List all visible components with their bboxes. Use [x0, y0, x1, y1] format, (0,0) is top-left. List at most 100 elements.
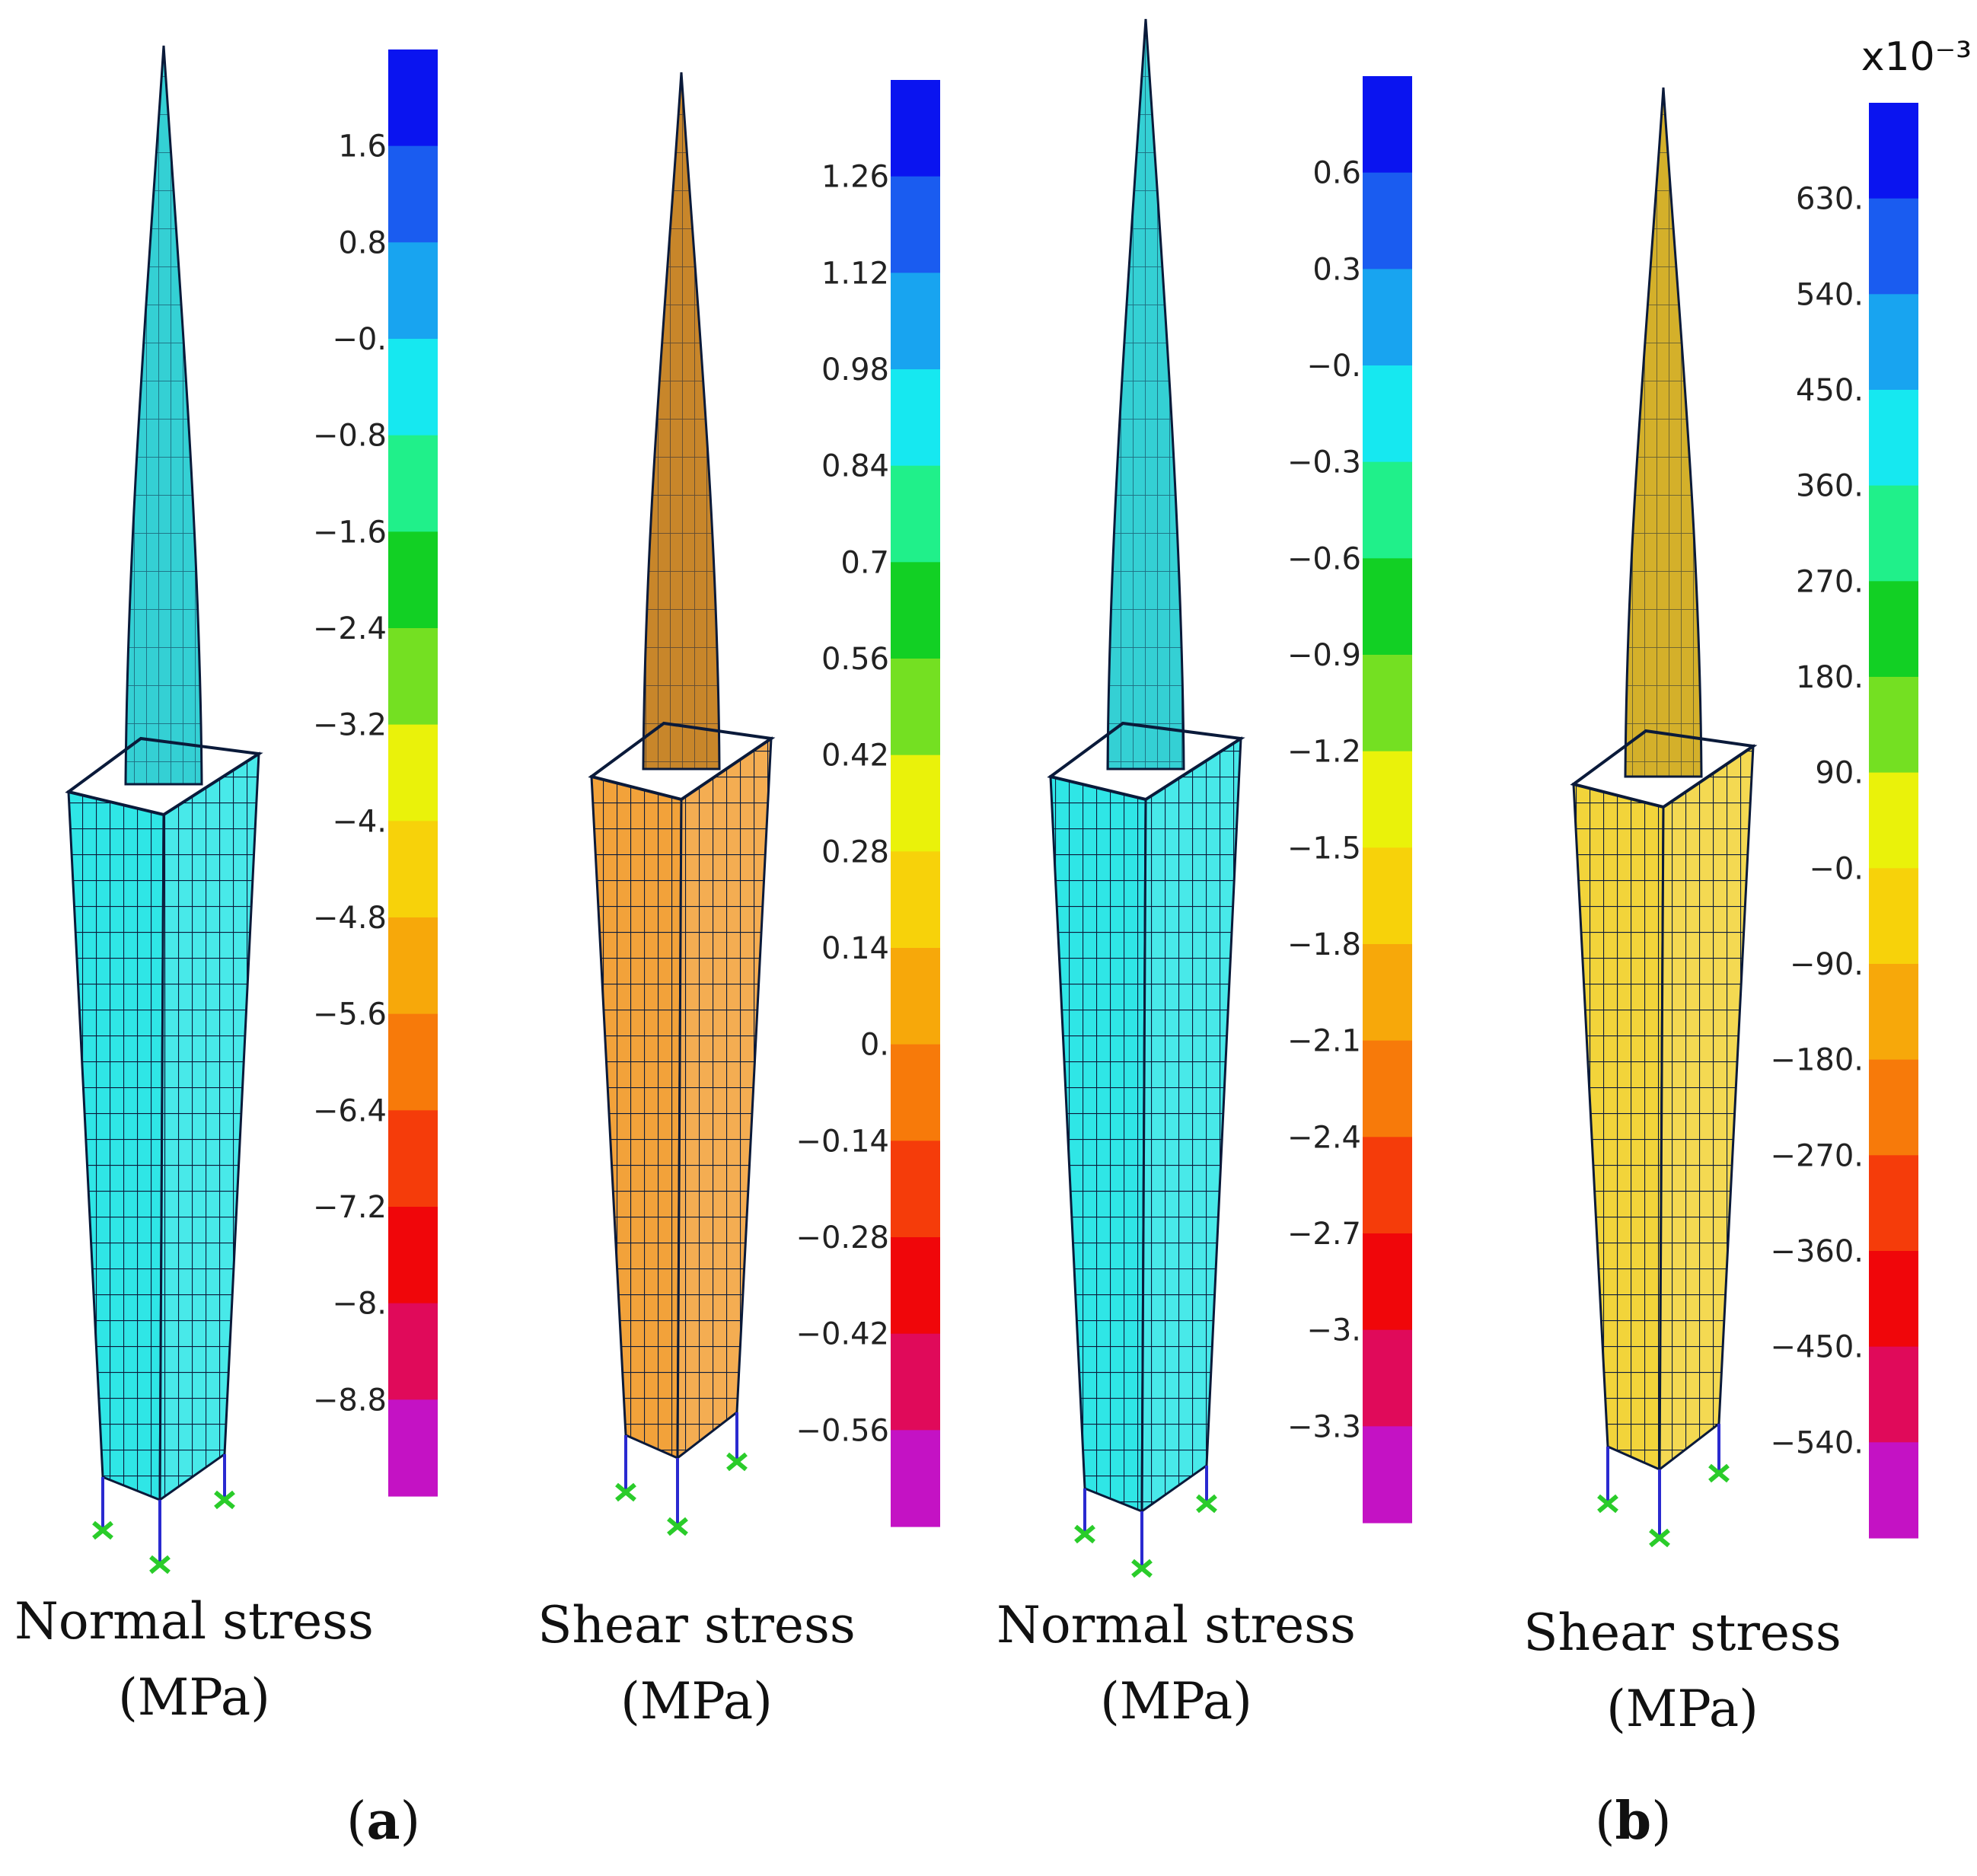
caption-a-shear-title: Shear stress: [537, 1596, 856, 1654]
colorbar-tick-label: −2.4: [1287, 1120, 1361, 1155]
colorbar-band: [1363, 269, 1412, 366]
tower-a-shear: [588, 72, 776, 1536]
caption-a-normal-unit: (MPa): [118, 1668, 270, 1727]
colorbar-tick-label: 0.6: [1312, 156, 1361, 191]
colorbar-tick-label: −0.: [1809, 851, 1864, 886]
colorbar-tick-label: −2.4: [313, 611, 387, 646]
subfigure-label-a: (a): [346, 1791, 421, 1852]
colorbar-tick-label: −8.8: [313, 1383, 387, 1418]
colorbar-band: [891, 369, 940, 467]
colorbar-band: [891, 80, 940, 177]
colorbar-band: [1363, 1040, 1412, 1137]
colorbar-tick-label: −3.2: [313, 708, 387, 743]
tower-top-rim: [1047, 721, 1245, 802]
subfigure-letter-b: b: [1615, 1791, 1652, 1852]
colorbar-tick-label: 0.42: [821, 739, 889, 774]
colorbar-tick-label: −450.: [1770, 1330, 1864, 1365]
caption-a-shear: Shear stress (MPa): [499, 1587, 894, 1740]
colorbar-tick-label: −0.8: [313, 419, 387, 454]
colorbar-tick-label: −360.: [1770, 1234, 1864, 1269]
colorbar-band: [388, 821, 438, 918]
colorbar-band: [1363, 1426, 1412, 1523]
caption-a-normal-title: Normal stress: [14, 1592, 374, 1651]
colorbar-band: [891, 465, 940, 563]
support-restraint-icon: [1131, 1559, 1153, 1578]
colorbar-tick-label: −0.: [1306, 349, 1361, 384]
colorbar-band: [1869, 294, 1918, 391]
colorbar-band: [1869, 485, 1918, 582]
colorbar-tick-label: −0.28: [796, 1220, 889, 1255]
colorbar-band: [388, 1399, 438, 1497]
colorbar-tick-label: −6.4: [313, 1093, 387, 1128]
colorbar-tick-label: −270.: [1770, 1138, 1864, 1173]
colorbar-band: [1869, 581, 1918, 678]
left-face-mesh: [69, 792, 164, 1500]
colorbar-tick-label: 0.: [860, 1028, 889, 1063]
colorbar-band: [1363, 1233, 1412, 1331]
colorbar-band: [891, 176, 940, 273]
support-restraint-icon: [1597, 1494, 1618, 1514]
colorbar-tick-label: 0.3: [1312, 252, 1361, 287]
colorbar-band: [388, 1303, 438, 1400]
colorbar-band: [1869, 1251, 1918, 1348]
colorbar-band: [1869, 1442, 1918, 1539]
colorbar-tick-label: −3.: [1306, 1313, 1361, 1348]
colorbar-band: [1363, 655, 1412, 752]
colorbar-band: [1363, 1137, 1412, 1234]
colorbar-tick-label: 360.: [1796, 469, 1864, 504]
tower-top-rim: [65, 736, 263, 817]
colorbar-band: [1363, 76, 1412, 174]
support-restraint-icon: [1074, 1524, 1095, 1544]
colorbar-tick-label: −1.2: [1287, 735, 1361, 770]
colorbar-band: [1869, 1155, 1918, 1252]
colorbar-tick-label: 0.98: [821, 353, 889, 388]
spire-mesh: [643, 72, 719, 769]
colorbar-tick-label: −4.8: [313, 901, 387, 936]
colorbar-tick-label: −180.: [1770, 1043, 1864, 1078]
colorbar-band: [388, 531, 438, 629]
colorbar-band: [388, 145, 438, 243]
colorbar-band: [891, 1141, 940, 1238]
colorbar-tick-label: −1.5: [1287, 831, 1361, 866]
support-restraint-icon: [615, 1482, 636, 1502]
colorbar-tick-label: −0.3: [1287, 445, 1361, 480]
colorbar-band: [891, 1430, 940, 1527]
caption-b-shear-unit: (MPa): [1606, 1680, 1759, 1738]
colorbar-tick-label: −0.42: [796, 1317, 889, 1352]
colorbar-tick-label: −2.1: [1287, 1024, 1361, 1059]
tower-top-rim: [588, 721, 776, 802]
colorbar-tick-label: 540.: [1796, 277, 1864, 312]
colorbar-band: [1869, 1346, 1918, 1443]
colorbar-band: [388, 1110, 438, 1208]
colorbar-tick-label: 0.8: [338, 225, 387, 260]
colorbar-tick-label: −0.14: [796, 1124, 889, 1159]
right-face-mesh: [160, 754, 259, 1500]
left-face-mesh: [592, 777, 681, 1458]
tower-top-rim: [1570, 729, 1758, 809]
colorbar-tick-label: 0.7: [840, 545, 889, 580]
caption-b-normal-title: Normal stress: [996, 1596, 1356, 1654]
colorbar-band: [388, 724, 438, 822]
right-face-mesh: [678, 739, 771, 1458]
colorbar-band: [388, 917, 438, 1015]
colorbar-band: [891, 659, 940, 756]
support-restraint-icon: [667, 1517, 688, 1536]
support-restraint-icon: [726, 1452, 748, 1472]
colorbar-band: [1363, 1329, 1412, 1427]
colorbar-tick-label: −8.: [332, 1287, 387, 1322]
colorbar-tick-label: −1.8: [1287, 927, 1361, 962]
subfigure-letter-a: a: [366, 1791, 400, 1852]
colorbar-band: [388, 339, 438, 436]
colorbar-tick-label: 630.: [1796, 182, 1864, 217]
tower-b-shear: [1570, 87, 1758, 1548]
caption-b-shear-title: Shear stress: [1523, 1603, 1841, 1662]
support-restraint-icon: [1196, 1494, 1217, 1514]
colorbar-tick-label: −2.7: [1287, 1217, 1361, 1252]
support-restraint-icon: [92, 1520, 113, 1540]
colorbar-band: [1869, 390, 1918, 487]
left-face-mesh: [1574, 784, 1663, 1469]
colorbar-band: [388, 1013, 438, 1111]
spire-mesh: [1625, 88, 1701, 777]
caption-b-normal-unit: (MPa): [1100, 1672, 1252, 1731]
support-restraint-icon: [1708, 1463, 1730, 1483]
